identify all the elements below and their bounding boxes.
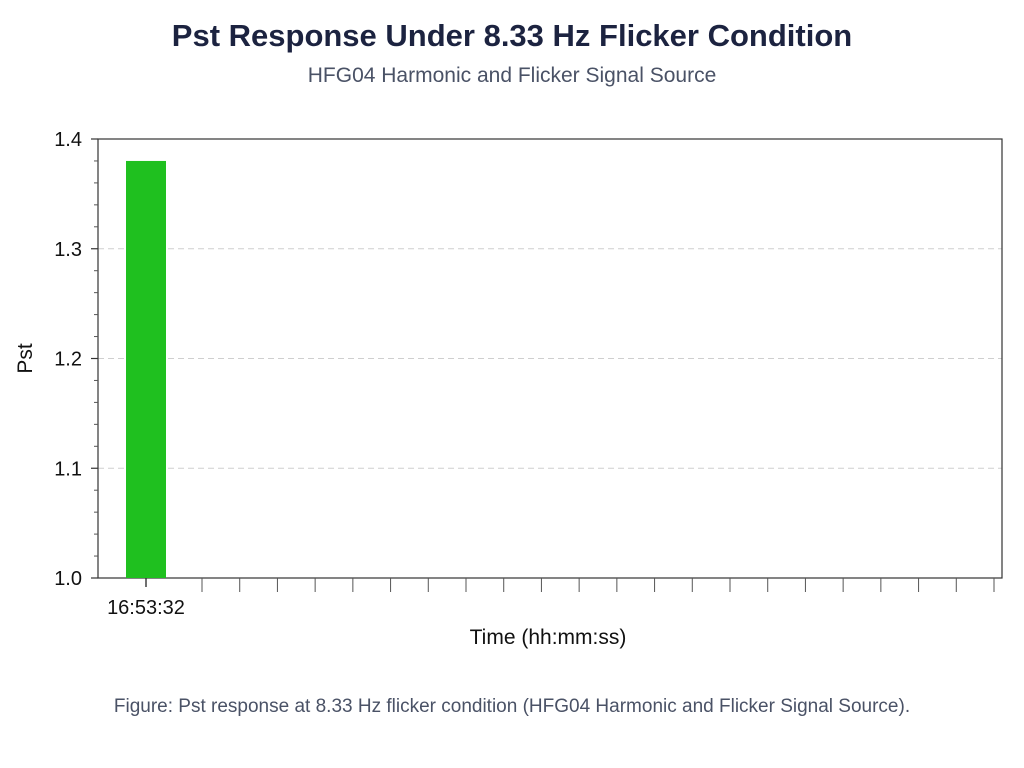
chart-title: Pst Response Under 8.33 Hz Flicker Condi… (171, 18, 853, 53)
x-axis: 16:53:32 (107, 578, 995, 619)
y-axis: 1.0 1.1 1.2 1.3 1.4 (54, 129, 98, 590)
x-axis-label: Time (hh:mm:ss) (470, 626, 627, 649)
bars (126, 160, 166, 578)
figure-caption: Figure: Pst response at 8.33 Hz flicker … (113, 696, 911, 717)
y-tick-label: 1.1 (54, 458, 82, 480)
bar (126, 160, 166, 578)
y-tick-label: 1.2 (54, 349, 82, 371)
x-tick-label: 16:53:32 (107, 597, 185, 619)
y-tick-label: 1.0 (54, 568, 82, 590)
y-axis-label: Pst (14, 343, 37, 374)
y-tick-label: 1.4 (54, 129, 82, 151)
y-gridlines (98, 248, 1002, 469)
y-tick-label: 1.3 (54, 239, 82, 261)
chart-subtitle: HFG04 Harmonic and Flicker Signal Source (307, 64, 717, 87)
